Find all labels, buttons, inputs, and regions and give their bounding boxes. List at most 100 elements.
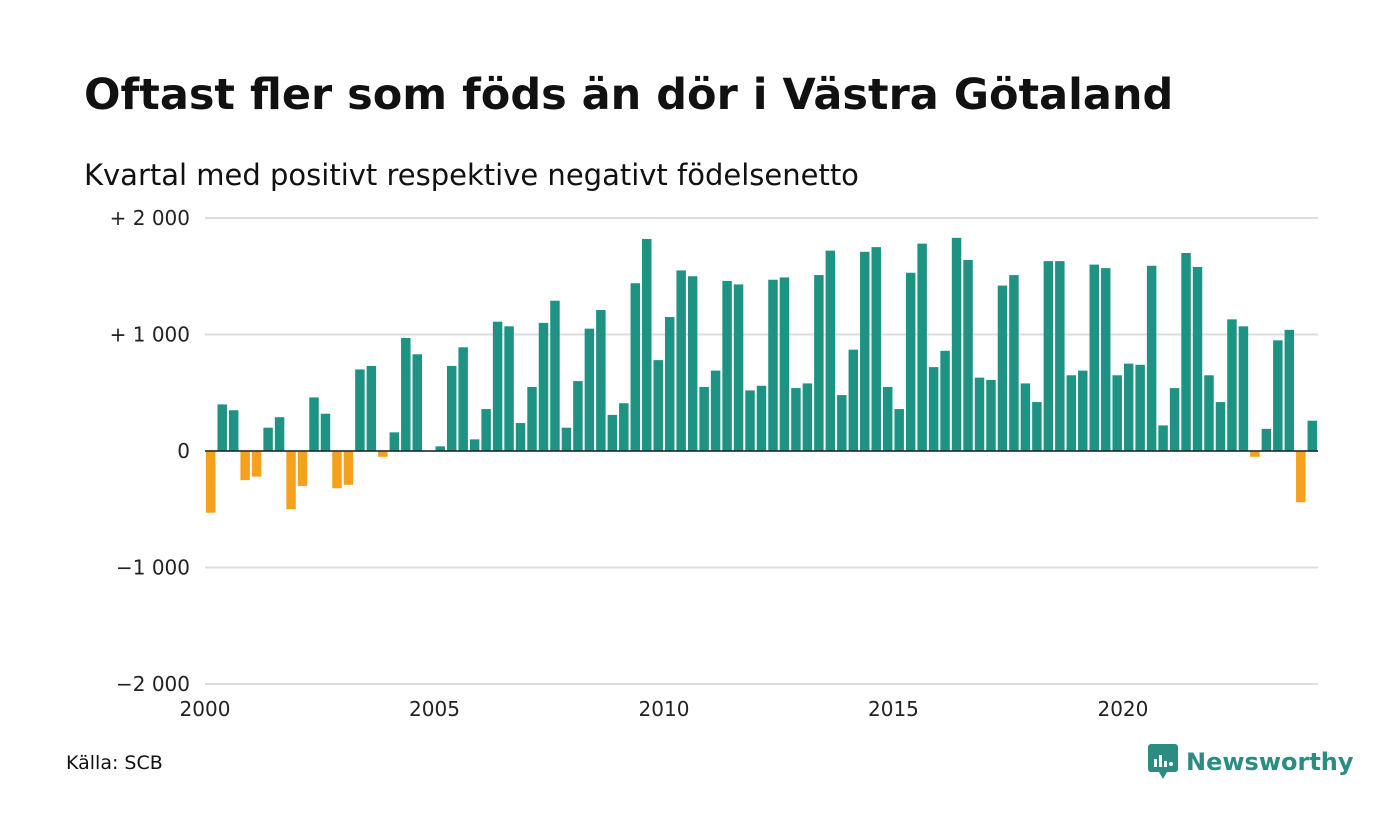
bar — [1261, 428, 1272, 451]
bar — [538, 322, 549, 451]
bar — [905, 272, 916, 451]
bar — [263, 427, 273, 451]
bar — [561, 427, 572, 451]
bar — [607, 414, 618, 451]
bar — [389, 432, 400, 451]
bar — [894, 409, 904, 451]
bar — [527, 386, 537, 451]
bar — [251, 451, 262, 477]
bar — [940, 350, 950, 451]
bar — [1020, 383, 1031, 451]
y-tick-label: + 1 000 — [110, 323, 190, 347]
bar — [1238, 326, 1249, 451]
bar — [435, 446, 445, 451]
bar — [492, 321, 503, 451]
bar — [297, 451, 308, 486]
bar — [1135, 364, 1145, 451]
bar — [217, 404, 227, 451]
bar — [619, 403, 629, 451]
bar — [722, 280, 732, 451]
bar — [274, 417, 285, 451]
bar — [814, 275, 824, 451]
bar — [366, 365, 377, 451]
bar — [791, 388, 801, 451]
bar — [687, 276, 698, 451]
bar — [837, 395, 847, 451]
bar — [779, 277, 790, 451]
bar — [309, 397, 319, 451]
bar — [1227, 319, 1237, 451]
bar — [1066, 375, 1077, 451]
bar — [745, 390, 755, 451]
bar — [802, 383, 813, 451]
bar — [1192, 266, 1203, 451]
bar — [860, 251, 870, 451]
bar — [951, 237, 962, 451]
bar — [986, 379, 996, 451]
bar — [1089, 264, 1099, 451]
bar — [733, 284, 744, 451]
bar — [504, 326, 514, 451]
y-tick-label: −1 000 — [116, 556, 190, 580]
bar — [676, 270, 686, 451]
x-tick-label: 2015 — [868, 697, 919, 721]
bar — [997, 285, 1008, 451]
chart-subtitle: Kvartal med positivt respektive negativt… — [84, 158, 859, 192]
bar — [1181, 252, 1191, 451]
bar — [446, 365, 457, 451]
bar — [1146, 265, 1157, 451]
source-note: Källa: SCB — [66, 752, 163, 774]
bar — [206, 451, 216, 513]
bar — [1158, 425, 1168, 451]
bar — [240, 451, 250, 481]
bar — [1112, 375, 1122, 451]
bar — [228, 410, 239, 451]
y-tick-label: 0 — [177, 439, 190, 463]
bar — [481, 409, 491, 451]
newsworthy-chat-icon — [1148, 744, 1178, 779]
bar — [974, 377, 985, 451]
bar — [642, 238, 652, 451]
logo-text: Newsworthy — [1186, 748, 1354, 776]
bar — [756, 385, 767, 451]
bar — [412, 354, 423, 451]
bar — [584, 328, 595, 451]
bar — [710, 370, 721, 451]
bar — [1009, 275, 1019, 451]
bar — [458, 347, 468, 451]
bar — [320, 413, 331, 451]
bar — [1032, 402, 1042, 451]
bar — [1204, 375, 1214, 451]
bar — [596, 310, 606, 451]
bar — [355, 369, 365, 451]
bar — [286, 451, 296, 510]
bar — [871, 247, 881, 451]
bar — [378, 451, 388, 457]
bar — [1307, 420, 1317, 451]
bar — [1100, 268, 1111, 451]
bar — [825, 250, 836, 451]
y-tick-label: + 2 000 — [110, 206, 190, 230]
bar — [1123, 363, 1134, 451]
bar — [1055, 261, 1065, 451]
x-tick-label: 2000 — [180, 697, 231, 721]
bar — [768, 279, 778, 451]
bar — [630, 283, 641, 451]
bar — [401, 337, 411, 451]
bar — [1078, 370, 1088, 451]
bar — [515, 423, 526, 451]
x-tick-label: 2005 — [409, 697, 460, 721]
chart-title: Oftast fler som föds än dör i Västra Göt… — [84, 70, 1174, 120]
x-tick-label: 2010 — [639, 697, 690, 721]
bar — [1273, 340, 1283, 451]
bar — [1284, 329, 1295, 451]
bar — [1169, 388, 1180, 451]
bar — [917, 243, 927, 451]
bar — [963, 259, 973, 451]
bar — [332, 451, 342, 489]
bar — [550, 300, 560, 451]
newsworthy-logo: Newsworthy — [1148, 744, 1354, 780]
bar — [699, 386, 709, 451]
bar — [343, 451, 354, 485]
